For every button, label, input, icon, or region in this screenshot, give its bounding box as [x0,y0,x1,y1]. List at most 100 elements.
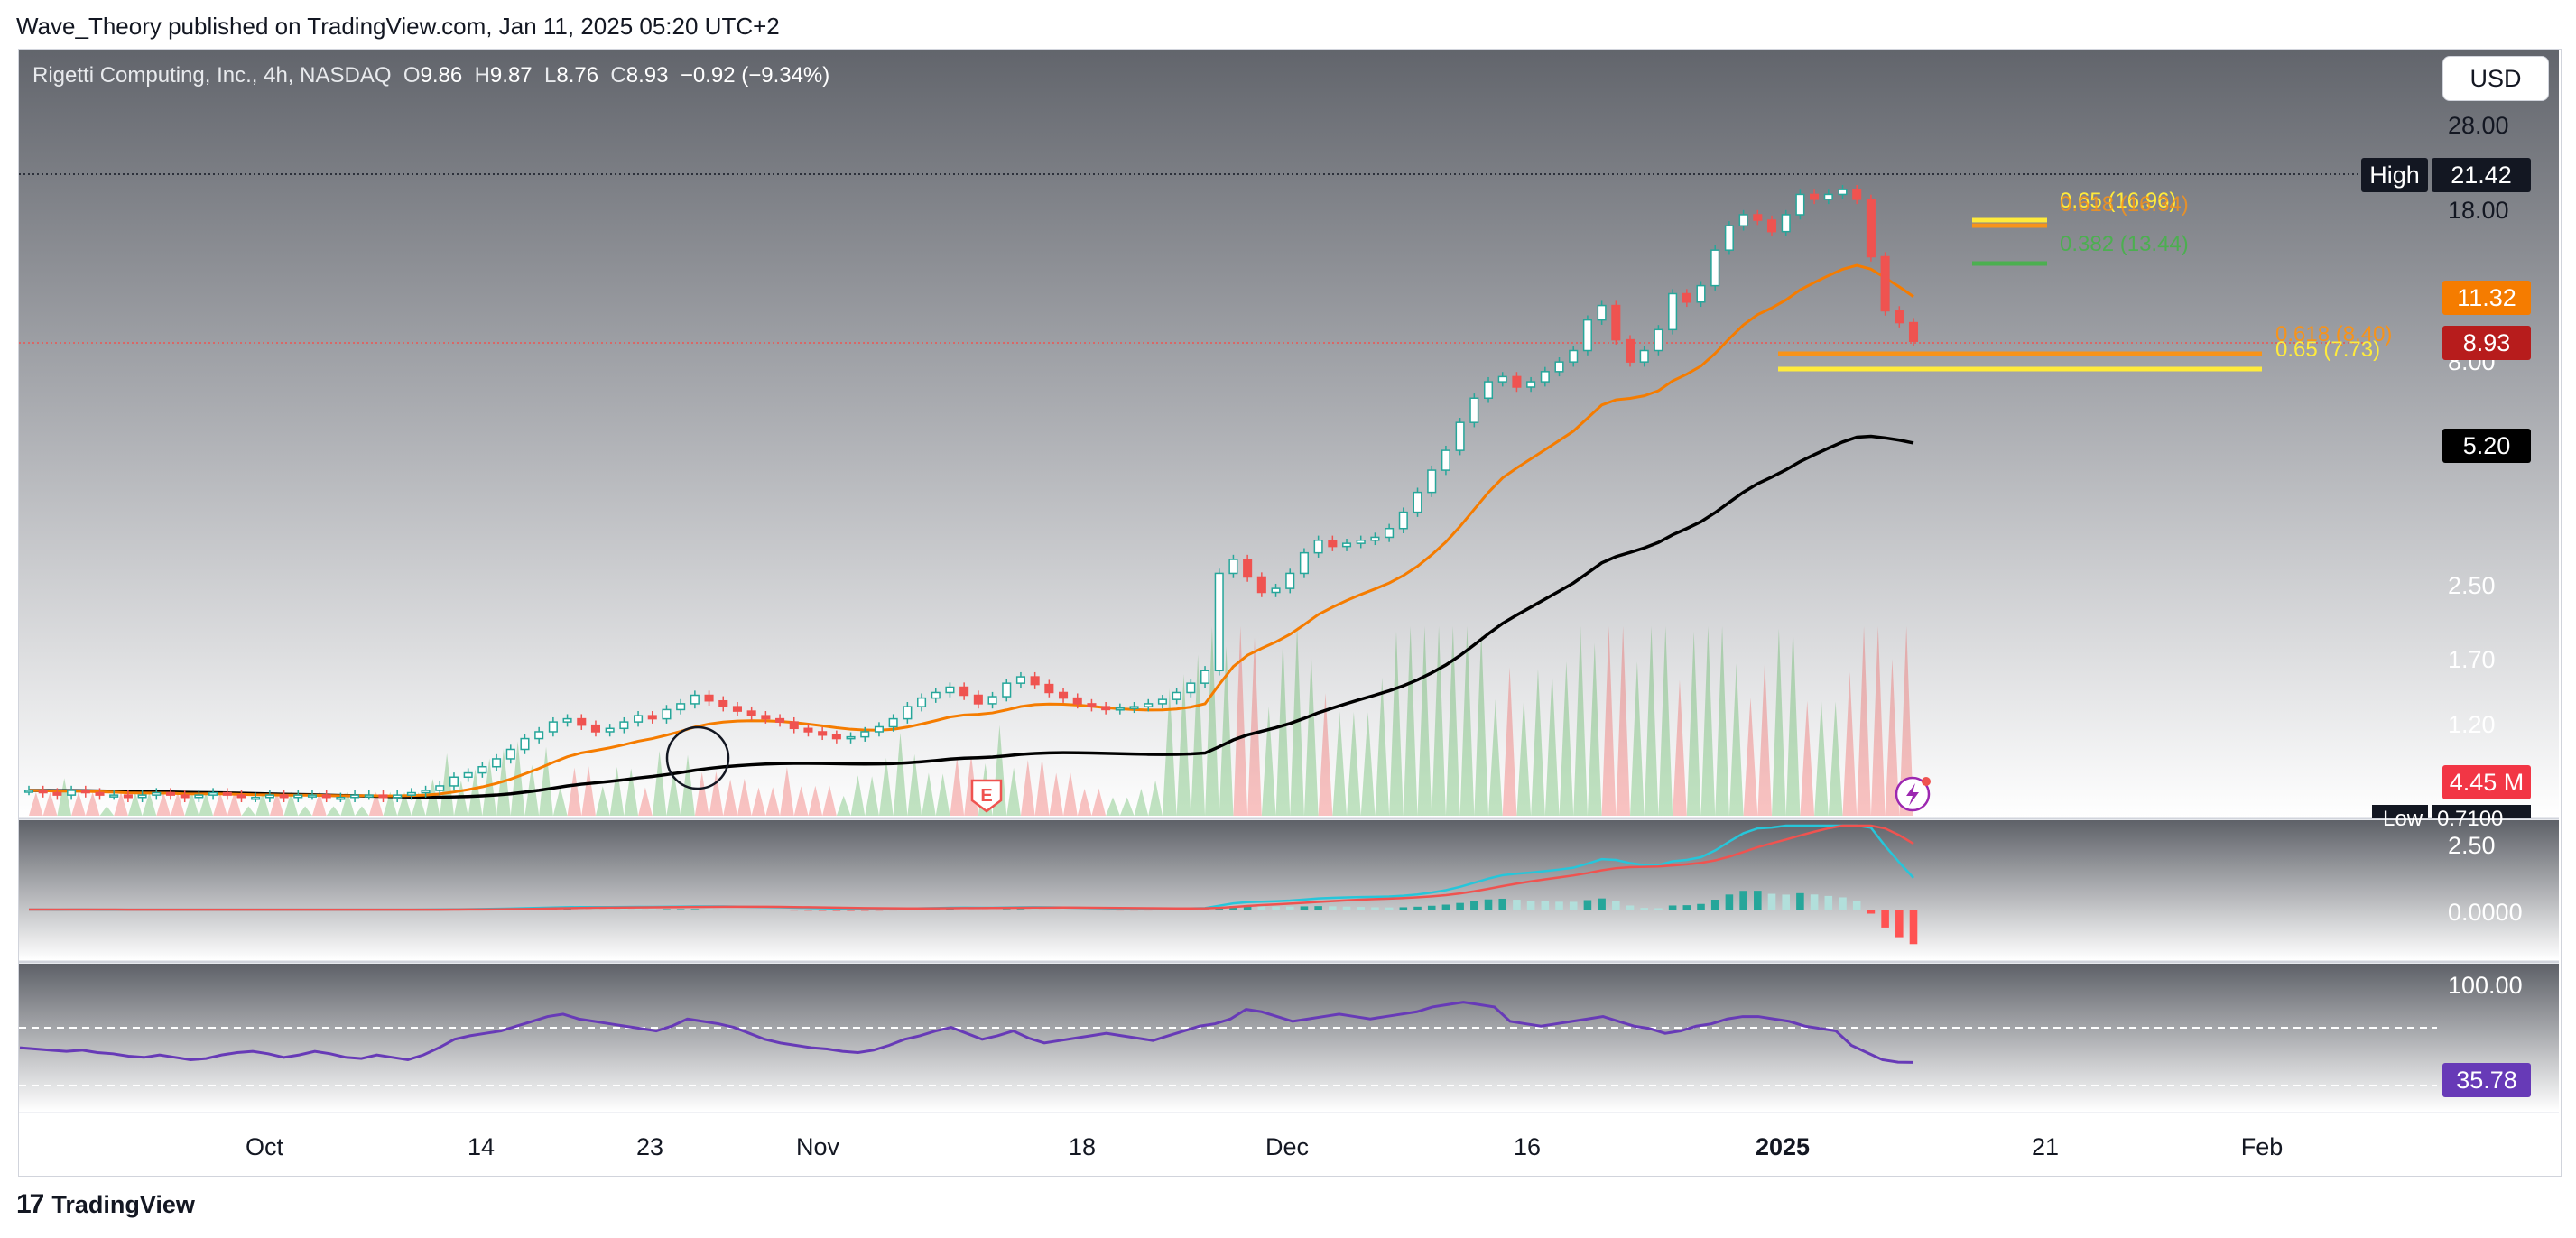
candle [123,790,133,803]
y-tick: 18.00 [2448,197,2509,224]
candle-body [194,794,204,799]
macd-pane-bg [19,820,2559,960]
candle [1427,465,1437,497]
macd-histogram-bar [1654,908,1663,910]
candle [1087,698,1097,712]
volume-bar [269,791,284,816]
volume-bar [29,792,43,816]
candle-body [1654,328,1663,352]
candle [180,790,190,803]
candle-body [1157,698,1167,705]
macd-histogram-bar [1456,902,1464,910]
volume-label: 4.45 M [2450,769,2525,796]
candle-body [1766,219,1777,233]
candle-body [1908,321,1919,342]
candle [690,690,700,709]
volume-bar [1020,760,1035,816]
candle [1554,356,1564,377]
candle [307,790,318,800]
symbol-legend[interactable]: Rigetti Computing, Inc., 4h, NASDAQ O9.8… [32,63,829,88]
candle-body [1285,572,1295,589]
candle [1341,539,1352,551]
candle-body [1710,249,1720,287]
rsi-axis: 100.00 35.78 [2442,972,2531,1097]
candle-body [831,734,841,740]
candle-body [605,727,615,733]
candle [831,730,841,744]
lightning-icon[interactable] [1895,776,1931,812]
volume-bar [114,791,128,816]
macd-histogram-bar [1810,894,1819,910]
high-label-name: High [2369,162,2420,189]
candle [1766,215,1777,236]
volume-bar [85,791,100,816]
candle-body [1015,676,1025,684]
candle [251,792,261,803]
candle-body [676,703,686,711]
macd-histogram-bar [1626,905,1635,910]
fib-label-065-lower: 0.65 (7.73) [2275,337,2380,362]
candle-body [1455,421,1465,451]
volume-bar [652,751,667,816]
macd-histogram-bar [1470,901,1478,910]
candle [761,711,771,724]
time-axis[interactable]: Oct 14 23 Nov 18 Dec 16 2025 21 Feb [246,1133,2283,1160]
candle-body [874,725,884,733]
candle [1370,532,1380,546]
macd-histogram-bar [1243,905,1252,910]
volume-bar [368,791,384,816]
macd-indicator [24,824,1918,945]
close-value: 8.93 [625,63,669,88]
rsi-tick: 100.00 [2448,972,2523,999]
volume-bar [609,767,625,816]
candle [1214,568,1224,676]
candle-body [364,794,374,798]
volume-bar [1233,626,1248,816]
candle-body [1087,703,1097,707]
volume-bar [1814,700,1829,816]
candle [1866,194,1876,262]
volume-bar [1148,780,1163,816]
price-axis[interactable]: 28.00 18.00 8.00 2.50 1.70 1.20 [2448,112,2509,738]
open-value: 9.86 [420,63,463,88]
volume-bar [822,785,837,816]
currency-button[interactable]: USD [2442,56,2549,101]
candle [1186,679,1196,698]
candle [789,716,799,734]
candle [449,772,459,791]
volume-bar [808,785,823,816]
macd-axis: 2.50 0.0000 [2448,832,2523,926]
candle [1285,568,1295,594]
ema-short-label: 11.32 [2457,284,2516,311]
macd-histogram-bar [1881,910,1889,928]
candle [1328,535,1338,551]
volume-bar [213,791,227,816]
earnings-marker[interactable]: E [970,779,1003,813]
macd-histogram-bar [1839,897,1847,910]
candle-body [973,694,983,705]
macd-histogram-bar [1484,899,1493,910]
volume-bar [42,791,58,816]
candle-body [123,794,133,799]
volume-bar [1587,642,1602,816]
volume-bar [1559,661,1574,816]
volume-bar [1077,788,1092,816]
candle [137,790,147,803]
volume-bar [1432,626,1446,816]
volume-bar [1006,767,1021,816]
volume-bar [893,733,908,816]
footer-brand[interactable]: 17 TradingView [16,1189,195,1220]
candle-body [690,694,700,705]
volume-bar [1885,659,1900,816]
candle-body [1186,682,1196,694]
macd-histogram-bar [1682,905,1691,910]
candle-body [1044,683,1054,694]
y-tick: 1.70 [2448,646,2496,673]
candle [350,790,360,803]
volume-bar [1857,626,1871,816]
candle-body [1852,189,1862,200]
macd-tick: 0.0000 [2448,899,2523,926]
x-tick: 2025 [1756,1133,1810,1160]
candle [1682,289,1691,308]
